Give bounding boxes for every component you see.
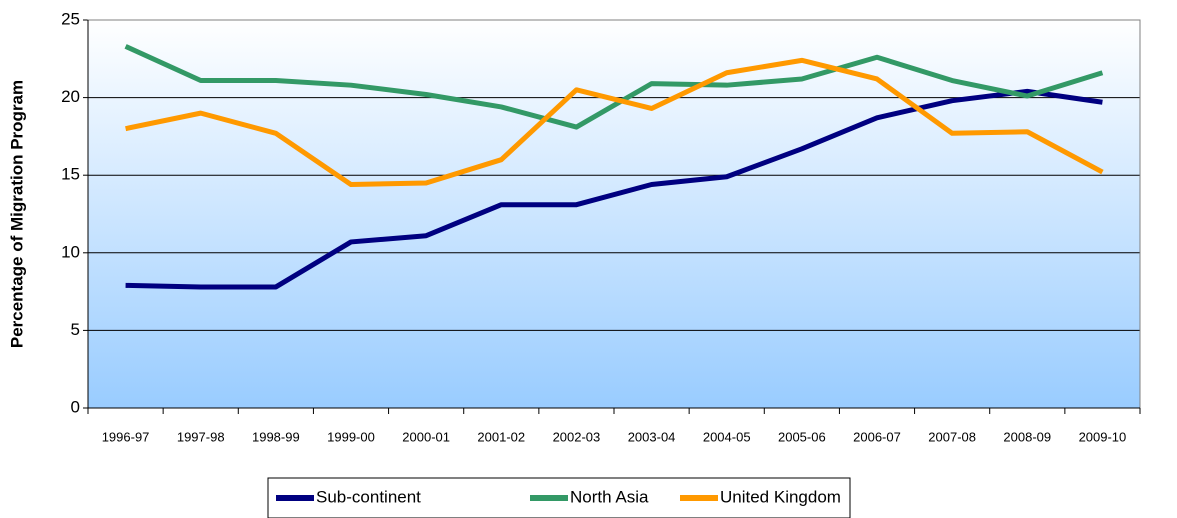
x-tick-label: 2004-05 [703,429,751,444]
x-tick-label: 2007-08 [928,429,976,444]
x-tick-label: 1999-00 [327,429,375,444]
y-tick-label: 5 [71,320,80,339]
y-tick-label: 20 [61,87,80,106]
y-tick-label: 25 [61,9,80,28]
x-tick-label: 1996-97 [102,429,150,444]
x-tick-label: 2003-04 [628,429,676,444]
series-line [125,88,1103,290]
x-tick-label: 1998-99 [252,429,300,444]
y-tick-label: 15 [61,165,80,184]
legend-label: Sub-continent [316,487,421,506]
series-line [125,57,1104,188]
x-tick-label: 1997-98 [177,429,225,444]
y-tick-label: 10 [61,242,80,261]
x-tick-label: 2000-01 [402,429,450,444]
x-tick-label: 2002-03 [553,429,601,444]
legend-label: North Asia [570,487,649,506]
x-tick-label: 2009-10 [1079,429,1127,444]
x-tick-label: 2005-06 [778,429,826,444]
series-line [124,44,1104,130]
x-tick-label: 2001-02 [477,429,525,444]
x-tick-label: 2008-09 [1003,429,1051,444]
legend-label: United Kingdom [720,487,841,506]
y-axis-label: Percentage of Migration Program [7,80,26,348]
x-tick-label: 2006-07 [853,429,901,444]
y-tick-label: 0 [71,397,80,416]
